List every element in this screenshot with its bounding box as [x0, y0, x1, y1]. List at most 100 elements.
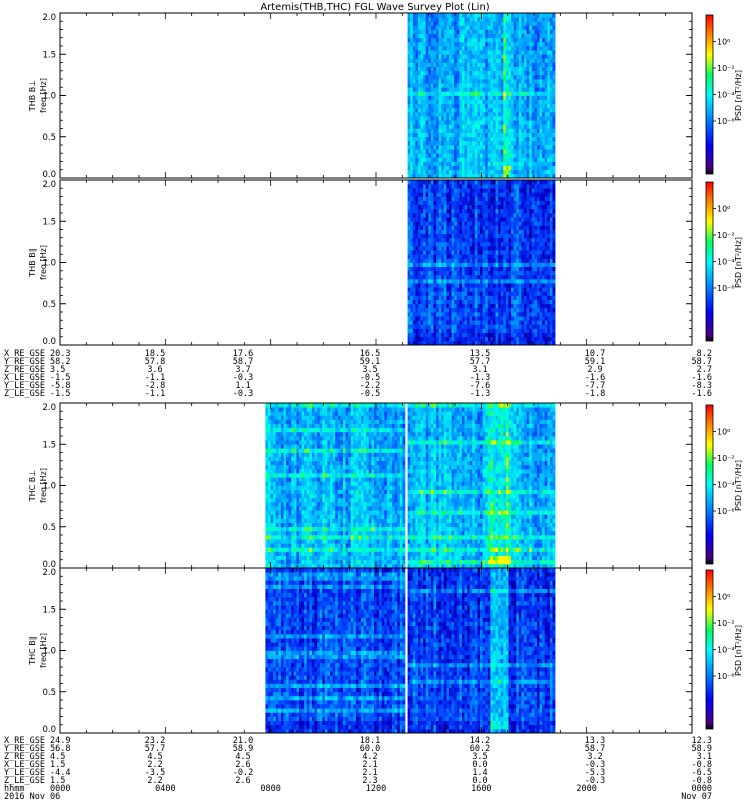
spectrogram-cell: [529, 108, 532, 112]
spectrogram-cell: [527, 21, 530, 25]
spectrogram-cell: [472, 157, 475, 161]
spectrogram-cell: [506, 79, 509, 83]
spectrogram-cell: [511, 304, 514, 308]
spectrogram-cell: [514, 287, 517, 291]
spectrogram-cell: [480, 279, 483, 283]
spectrogram-cell: [457, 283, 460, 287]
spectrogram-cell: [413, 209, 416, 213]
spectrogram-cell: [501, 87, 504, 91]
spectrogram-cell: [415, 225, 418, 229]
spectrogram-cell: [465, 141, 468, 145]
spectrogram-cell: [516, 30, 519, 34]
spectrogram-cell: [496, 83, 499, 87]
spectrogram-cell: [413, 42, 416, 46]
spectrogram-cell: [410, 137, 413, 141]
spectrogram-cell: [503, 267, 506, 271]
spectrogram-cell: [506, 258, 509, 262]
spectrogram-cell: [436, 258, 439, 262]
spectrogram-cell: [439, 209, 442, 213]
spectrogram-cell: [433, 308, 436, 312]
spectrogram-cell: [501, 221, 504, 225]
spectrogram-cell: [529, 137, 532, 141]
spectrogram-cell: [439, 50, 442, 54]
spectrogram-cell: [433, 209, 436, 213]
spectrogram-cell: [459, 13, 462, 17]
spectrogram-cell: [511, 13, 514, 17]
spectrogram-cell: [441, 246, 444, 250]
spectrogram-cell: [529, 192, 532, 196]
spectrogram-cell: [509, 46, 512, 50]
spectrogram-cell: [459, 312, 462, 316]
spectrogram-cell: [529, 329, 532, 333]
spectrogram-cell: [454, 234, 457, 238]
spectrogram-cell: [509, 63, 512, 67]
spectrogram-cell: [439, 58, 442, 62]
spectrogram-cell: [493, 145, 496, 149]
spectrogram-cell: [418, 221, 421, 225]
spectrogram-cell: [472, 17, 475, 21]
spectrogram-cell: [493, 308, 496, 312]
spectrogram-cell: [516, 67, 519, 71]
spectrogram-cell: [410, 283, 413, 287]
spectrogram-cell: [428, 108, 431, 112]
spectrogram-cell: [503, 13, 506, 17]
spectrogram-cell: [493, 304, 496, 308]
spectrogram-cell: [433, 275, 436, 279]
spectrogram-cell: [436, 337, 439, 341]
spectrogram-cell: [268, 428, 271, 432]
spectrogram-cell: [457, 197, 460, 201]
spectrogram-cell: [421, 162, 424, 166]
spectrogram-cell: [537, 75, 540, 79]
spectrogram-cell: [488, 91, 491, 95]
spectrogram-cell: [496, 225, 499, 229]
spectrogram-cell: [470, 96, 473, 100]
spectrogram-cell: [410, 30, 413, 34]
spectrogram-cell: [506, 221, 509, 225]
spectrogram-cell: [431, 50, 434, 54]
spectrogram-cell: [418, 166, 421, 170]
spectrogram-cell: [547, 205, 550, 209]
spectrogram-cell: [493, 246, 496, 250]
spectrogram-cell: [529, 333, 532, 337]
spectrogram-cell: [413, 58, 416, 62]
spectrogram-cell: [436, 21, 439, 25]
spectrogram-cell: [552, 188, 555, 192]
spectrogram-cell: [426, 91, 429, 95]
spectrogram-cell: [436, 304, 439, 308]
spectrogram-cell: [501, 141, 504, 145]
spectrogram-cell: [426, 308, 429, 312]
spectrogram-cell: [496, 25, 499, 29]
spectrogram-cell: [426, 263, 429, 267]
spectrogram-cell: [521, 83, 524, 87]
spectrogram-cell: [490, 324, 493, 328]
spectrogram-cell: [540, 145, 543, 149]
spectrogram-cell: [540, 213, 543, 217]
spectrogram-cell: [428, 153, 431, 157]
spectrogram-cell: [545, 137, 548, 141]
spectrogram-cell: [472, 291, 475, 295]
spectrogram-cell: [433, 205, 436, 209]
spectrogram-cell: [421, 83, 424, 87]
spectrogram-cell: [459, 221, 462, 225]
spectrogram-cell: [550, 38, 553, 42]
spectrogram-cell: [268, 506, 271, 510]
spectrogram-cell: [462, 133, 465, 137]
spectrogram-cell: [441, 87, 444, 91]
spectrogram-cell: [521, 308, 524, 312]
spectrogram-cell: [413, 287, 416, 291]
spectrogram-cell: [446, 217, 449, 221]
spectrogram-cell: [477, 100, 480, 104]
spectrogram-cell: [433, 263, 436, 267]
spectrogram-cell: [467, 304, 470, 308]
spectrogram-cell: [465, 217, 468, 221]
spectrogram-cell: [459, 145, 462, 149]
spectrogram-cell: [542, 129, 545, 133]
spectrogram-cell: [537, 312, 540, 316]
spectrogram-cell: [428, 192, 431, 196]
spectrogram-cell: [483, 170, 486, 174]
spectrogram-cell: [501, 46, 504, 50]
spectrogram-cell: [423, 42, 426, 46]
spectrogram-cell: [540, 87, 543, 91]
spectrogram-cell: [542, 54, 545, 58]
spectrogram-cell: [452, 234, 455, 238]
